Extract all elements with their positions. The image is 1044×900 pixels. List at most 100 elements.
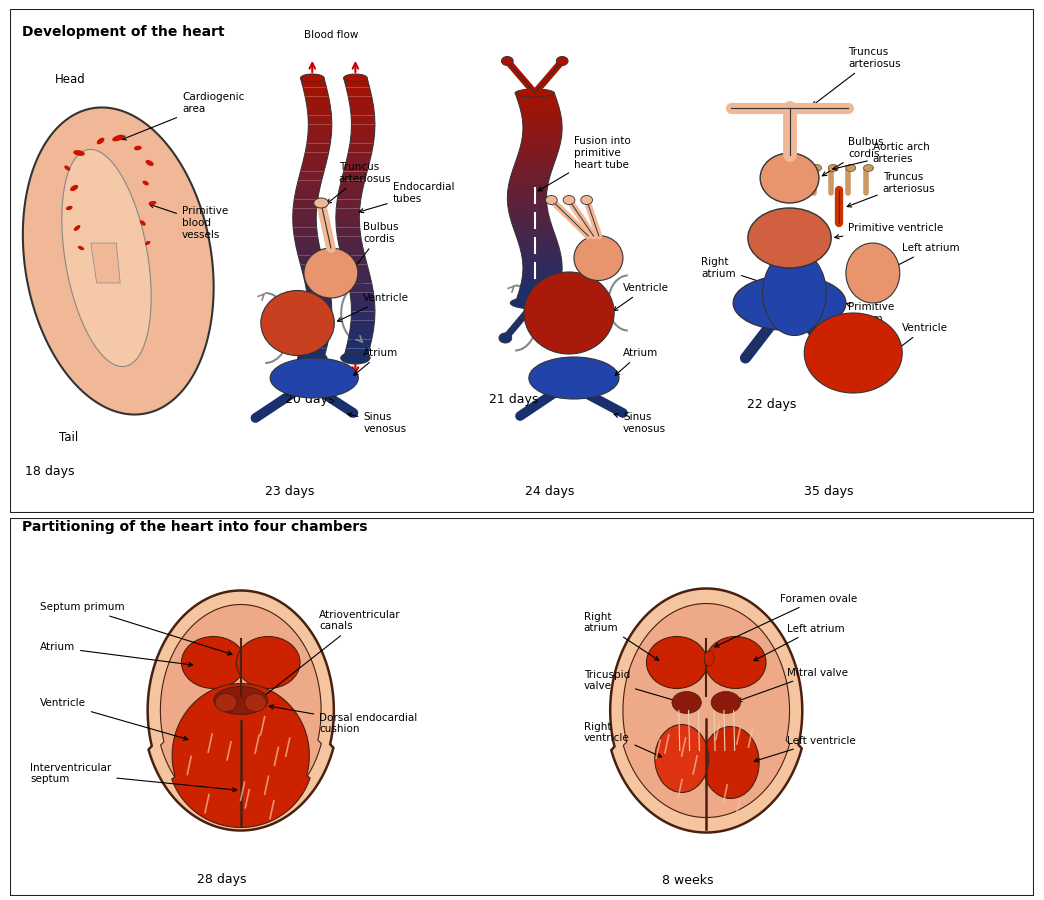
Text: 20 days: 20 days xyxy=(285,393,334,406)
Polygon shape xyxy=(522,254,562,261)
Polygon shape xyxy=(305,330,330,339)
Ellipse shape xyxy=(846,165,856,172)
Polygon shape xyxy=(23,107,214,415)
Ellipse shape xyxy=(143,181,149,185)
Text: Sinus
venosus: Sinus venosus xyxy=(614,412,666,434)
Ellipse shape xyxy=(804,313,902,393)
Polygon shape xyxy=(507,191,547,198)
Text: Right
atrium: Right atrium xyxy=(584,612,659,661)
Polygon shape xyxy=(511,219,552,226)
Ellipse shape xyxy=(546,195,557,204)
Polygon shape xyxy=(520,142,561,149)
Ellipse shape xyxy=(760,153,818,203)
Text: Head: Head xyxy=(54,73,86,86)
Polygon shape xyxy=(307,320,332,330)
Polygon shape xyxy=(513,226,554,233)
Text: Ventricle: Ventricle xyxy=(40,698,188,740)
Polygon shape xyxy=(513,163,554,170)
Polygon shape xyxy=(610,589,802,832)
Polygon shape xyxy=(308,302,332,311)
Text: Aortic arch
arteries: Aortic arch arteries xyxy=(833,142,929,170)
Polygon shape xyxy=(303,153,329,162)
Polygon shape xyxy=(515,93,556,100)
Polygon shape xyxy=(349,96,374,106)
Text: Truncus
arteriosus: Truncus arteriosus xyxy=(847,172,935,207)
Polygon shape xyxy=(507,184,548,191)
Text: Sinus
venosus: Sinus venosus xyxy=(348,412,406,434)
Text: Blood flow: Blood flow xyxy=(305,30,359,40)
Polygon shape xyxy=(523,261,562,268)
Text: Partitioning of the heart into four chambers: Partitioning of the heart into four cham… xyxy=(22,519,367,534)
Ellipse shape xyxy=(828,165,838,172)
Polygon shape xyxy=(523,128,562,135)
Ellipse shape xyxy=(148,201,157,205)
Ellipse shape xyxy=(270,358,358,398)
Text: Septum primum: Septum primum xyxy=(40,602,232,655)
Polygon shape xyxy=(346,87,372,96)
Text: Ventricle: Ventricle xyxy=(614,283,669,310)
Ellipse shape xyxy=(646,636,707,688)
Polygon shape xyxy=(301,265,327,274)
Polygon shape xyxy=(308,311,332,320)
Polygon shape xyxy=(343,265,370,274)
Ellipse shape xyxy=(655,724,709,793)
Ellipse shape xyxy=(524,272,614,354)
Ellipse shape xyxy=(811,165,822,172)
Polygon shape xyxy=(336,199,361,209)
Text: Bulbus
cordis: Bulbus cordis xyxy=(823,137,884,176)
Text: Primitive
blood
vessels: Primitive blood vessels xyxy=(149,203,229,239)
Ellipse shape xyxy=(73,150,85,156)
Ellipse shape xyxy=(244,694,266,712)
Text: Ventricle: Ventricle xyxy=(896,323,948,351)
Text: Tail: Tail xyxy=(60,431,78,444)
Polygon shape xyxy=(293,199,317,209)
Text: Primitive ventricle: Primitive ventricle xyxy=(834,223,944,238)
Polygon shape xyxy=(303,339,329,348)
Ellipse shape xyxy=(672,691,702,714)
Text: 22 days: 22 days xyxy=(748,398,797,411)
Polygon shape xyxy=(295,246,322,256)
Polygon shape xyxy=(350,320,375,330)
Polygon shape xyxy=(341,256,367,265)
Polygon shape xyxy=(518,149,559,156)
Polygon shape xyxy=(507,205,548,212)
Polygon shape xyxy=(307,106,332,115)
Polygon shape xyxy=(307,134,332,143)
Polygon shape xyxy=(299,256,324,265)
Text: Foramen ovale: Foramen ovale xyxy=(715,593,857,647)
Polygon shape xyxy=(520,282,561,289)
Polygon shape xyxy=(523,268,562,275)
Text: Dorsal endocardial
cushion: Dorsal endocardial cushion xyxy=(269,705,418,734)
Ellipse shape xyxy=(501,57,514,66)
Polygon shape xyxy=(623,604,789,817)
Polygon shape xyxy=(305,284,330,292)
Ellipse shape xyxy=(97,138,104,144)
Polygon shape xyxy=(520,247,561,254)
Polygon shape xyxy=(301,162,327,171)
Polygon shape xyxy=(294,237,319,246)
Polygon shape xyxy=(518,289,559,296)
Polygon shape xyxy=(337,237,362,246)
Polygon shape xyxy=(515,233,556,240)
Polygon shape xyxy=(350,292,375,302)
Ellipse shape xyxy=(301,74,324,82)
Polygon shape xyxy=(292,218,316,228)
Ellipse shape xyxy=(145,241,150,245)
Polygon shape xyxy=(515,156,556,163)
Polygon shape xyxy=(350,134,375,143)
Ellipse shape xyxy=(511,297,560,309)
Polygon shape xyxy=(301,78,327,87)
Text: 35 days: 35 days xyxy=(804,485,854,498)
Polygon shape xyxy=(62,149,151,366)
Ellipse shape xyxy=(74,225,80,231)
Polygon shape xyxy=(303,87,329,96)
Polygon shape xyxy=(346,339,372,348)
Ellipse shape xyxy=(706,636,766,688)
Polygon shape xyxy=(337,190,362,199)
Polygon shape xyxy=(341,171,367,181)
Ellipse shape xyxy=(314,198,329,208)
Polygon shape xyxy=(293,228,317,237)
Ellipse shape xyxy=(215,694,237,712)
Ellipse shape xyxy=(580,195,593,204)
Text: Left atrium: Left atrium xyxy=(886,243,959,271)
